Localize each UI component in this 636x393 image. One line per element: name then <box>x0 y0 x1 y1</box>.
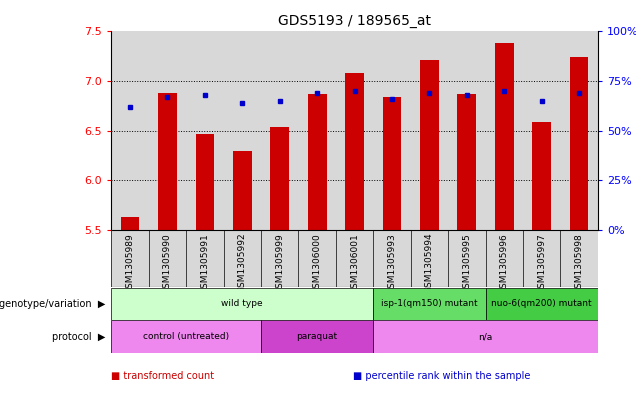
Bar <box>570 57 588 230</box>
Bar <box>308 94 326 230</box>
Text: GSM1305997: GSM1305997 <box>537 233 546 294</box>
Text: ■ transformed count: ■ transformed count <box>111 371 214 381</box>
Text: paraquat: paraquat <box>296 332 338 341</box>
Bar <box>560 230 598 287</box>
Bar <box>261 31 298 230</box>
Bar <box>457 94 476 230</box>
Bar <box>373 31 411 230</box>
Text: GSM1305989: GSM1305989 <box>125 233 134 294</box>
Text: GSM1305990: GSM1305990 <box>163 233 172 294</box>
Bar <box>224 31 261 230</box>
Bar <box>532 122 551 230</box>
Bar <box>111 320 261 353</box>
Bar <box>186 230 224 287</box>
Text: GSM1305998: GSM1305998 <box>575 233 584 294</box>
Text: GSM1306000: GSM1306000 <box>313 233 322 294</box>
Text: wild type: wild type <box>221 299 263 309</box>
Bar <box>345 73 364 230</box>
Bar <box>261 230 298 287</box>
Text: GSM1305992: GSM1305992 <box>238 233 247 294</box>
Bar <box>373 288 485 320</box>
Text: GSM1305994: GSM1305994 <box>425 233 434 294</box>
Bar <box>485 230 523 287</box>
Bar <box>111 288 373 320</box>
Bar <box>560 31 598 230</box>
Bar <box>149 230 186 287</box>
Bar <box>448 31 485 230</box>
Bar <box>448 230 485 287</box>
Text: GSM1305993: GSM1305993 <box>387 233 396 294</box>
Bar <box>224 230 261 287</box>
Bar <box>485 288 598 320</box>
Bar <box>383 97 401 230</box>
Bar <box>336 31 373 230</box>
Text: isp-1(qm150) mutant: isp-1(qm150) mutant <box>381 299 478 309</box>
Bar <box>121 217 139 230</box>
Bar <box>158 93 177 230</box>
Bar <box>336 230 373 287</box>
Bar <box>523 230 560 287</box>
Bar <box>373 320 598 353</box>
Text: GSM1306001: GSM1306001 <box>350 233 359 294</box>
Text: GSM1305999: GSM1305999 <box>275 233 284 294</box>
Bar <box>411 31 448 230</box>
Bar <box>411 230 448 287</box>
Text: GSM1305995: GSM1305995 <box>462 233 471 294</box>
Bar <box>111 230 149 287</box>
Text: ■ percentile rank within the sample: ■ percentile rank within the sample <box>353 371 530 381</box>
Title: GDS5193 / 189565_at: GDS5193 / 189565_at <box>278 14 431 28</box>
Bar <box>111 31 149 230</box>
Bar <box>420 60 439 230</box>
Bar <box>195 134 214 230</box>
Bar <box>270 127 289 230</box>
Bar <box>495 43 514 230</box>
Bar <box>186 31 224 230</box>
Text: genotype/variation  ▶: genotype/variation ▶ <box>0 299 105 309</box>
Text: nuo-6(qm200) mutant: nuo-6(qm200) mutant <box>492 299 592 309</box>
Bar <box>298 31 336 230</box>
Bar <box>233 151 252 230</box>
Text: n/a: n/a <box>478 332 493 341</box>
Bar <box>149 31 186 230</box>
Bar <box>523 31 560 230</box>
Bar <box>298 230 336 287</box>
Bar <box>373 230 411 287</box>
Bar <box>485 31 523 230</box>
Text: control (untreated): control (untreated) <box>143 332 229 341</box>
Text: GSM1305991: GSM1305991 <box>200 233 209 294</box>
Text: GSM1305996: GSM1305996 <box>500 233 509 294</box>
Text: protocol  ▶: protocol ▶ <box>52 332 105 342</box>
Bar <box>261 320 373 353</box>
